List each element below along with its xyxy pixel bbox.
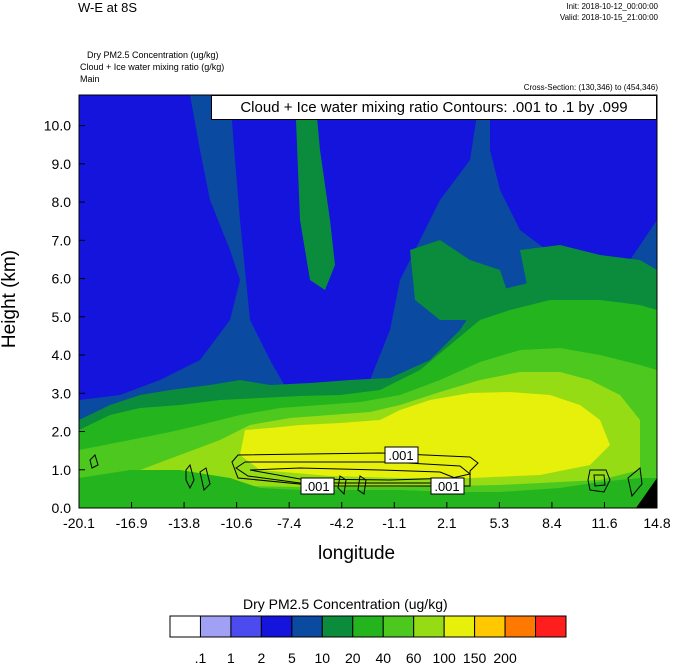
colorbar-level-label: 150 [463,650,487,666]
field-label-main: Main [80,74,100,84]
x-tick-label: -4.2 [330,515,354,531]
x-tick-label: 14.8 [643,515,670,531]
valid-time: Valid: 2018-10-15_21:00:00 [559,13,658,22]
colorbar-swatch [260,615,293,638]
colorbar-level-label: 60 [406,650,422,666]
axes: -20.1 -16.9 -13.8 -10.6 -7.4 -4.2 -1.1 2.1 5.3 8.… [44,118,671,531]
colorbar-level-label: 40 [375,650,391,666]
colorbar-swatch [352,615,384,638]
x-tick-label: -13.8 [168,515,200,531]
main-title: W-E at 8S [78,0,138,15]
colorbar-level-label: 1 [227,650,235,666]
colorbar-level-label: 10 [315,650,331,666]
x-axis-label: longitude [318,543,396,564]
contour-label: .001 [304,479,329,494]
field-label-cloud: Cloud + Ice water mixing ratio (g/kg) [80,62,225,72]
colorbar-swatch [382,615,415,638]
colorbar-title: Dry PM2.5 Concentration (ug/kg) [243,596,448,612]
y-tick-label: 4.0 [52,347,72,363]
colorbar-level-label: 20 [345,650,361,666]
x-tick-label: -10.6 [221,515,253,531]
x-tick-label: -1.1 [382,515,406,531]
colorbar-swatch [321,615,354,638]
colorbar-swatch [291,615,323,638]
colorbar-swatch [169,615,201,638]
colorbar-swatch [230,615,262,638]
init-time: Init: 2018-10-12_00:00:00 [566,2,658,11]
colorbar-level-label: .1 [195,650,207,666]
contour-info-box: Cloud + Ice water mixing ratio Contours:… [211,95,657,120]
y-tick-label: 7.0 [52,232,72,248]
cross-section-label: Cross-Section: (130,346) to (454,346) [523,83,658,92]
y-tick-label: 2.0 [52,424,72,440]
x-tick-label: 5.3 [490,515,510,531]
y-tick-label: 3.0 [52,385,72,401]
colorbar-level-label: 200 [493,650,517,666]
x-tick-label: -7.4 [277,515,301,531]
field-label-pm25: Dry PM2.5 Concentration (ug/kg) [87,50,219,60]
x-tick-label: -16.9 [116,515,148,531]
colorbar-swatch [504,615,537,638]
concentration-field [79,95,657,508]
colorbar-swatch [199,615,232,638]
y-axis-label: Height (km) [0,249,20,349]
x-tick-label: 2.1 [437,515,457,531]
y-tick-label: 6.0 [52,271,72,287]
y-tick-label: 9.0 [52,156,72,172]
colorbar-level-label: 5 [288,650,296,666]
contour-label: .001 [388,448,413,463]
y-tick-label: 1.0 [52,462,72,478]
contour-label-box [430,477,465,495]
colorbar-swatch [443,615,476,638]
colorbar-level-label: 100 [432,650,456,666]
colorbar-swatch [413,615,445,638]
x-tick-label: 8.4 [542,515,562,531]
y-tick-label: 5.0 [52,309,72,325]
y-tick-label: 8.0 [52,194,72,210]
x-tick-label: 11.6 [591,515,617,531]
y-tick-label: 10.0 [44,118,71,134]
x-tick-label: -20.1 [63,515,95,531]
colorbar: .1 1 2 5 10 20 40 60 100 150 200 [169,615,567,666]
contour-label-box [300,477,335,495]
colorbar-swatch [474,615,506,638]
contour-label: .001 [434,479,459,494]
colorbar-swatch [535,615,567,638]
colorbar-level-label: 2 [257,650,265,666]
contour-labels: .001 .001 .001 [300,446,465,495]
contour-label-box [384,446,419,464]
y-tick-label: 0.0 [52,500,72,516]
